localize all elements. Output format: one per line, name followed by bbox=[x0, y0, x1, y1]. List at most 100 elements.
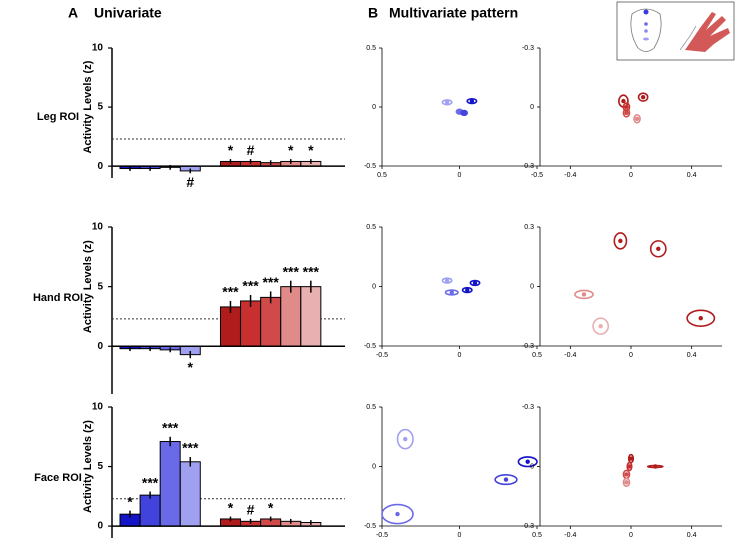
significance-label: *** bbox=[142, 474, 159, 490]
roi-label: Face ROI bbox=[34, 472, 82, 484]
significance-label: *** bbox=[222, 284, 239, 300]
x-tick-label: 0 bbox=[629, 172, 633, 179]
point bbox=[628, 456, 634, 461]
point bbox=[624, 472, 629, 477]
spread-ellipse bbox=[626, 461, 633, 472]
point bbox=[461, 110, 467, 116]
significance-label: *** bbox=[262, 274, 279, 290]
significance-label: # bbox=[186, 174, 194, 190]
panel-title: Univariate bbox=[94, 5, 162, 21]
y-tick-label: -0.5 bbox=[364, 343, 376, 350]
bar bbox=[179, 461, 201, 527]
significance-label: # bbox=[247, 502, 255, 518]
point bbox=[503, 477, 509, 482]
y-tick-label: 0 bbox=[530, 283, 534, 290]
y-tick-label: 0.3 bbox=[524, 163, 534, 170]
y-tick-label: 0 bbox=[97, 341, 103, 352]
point bbox=[525, 459, 530, 464]
significance-label: *** bbox=[242, 278, 259, 294]
bar bbox=[240, 300, 262, 347]
y-tick-label: -0.5 bbox=[364, 523, 376, 530]
y-tick-label: 0.3 bbox=[524, 224, 534, 231]
x-tick-label: 0 bbox=[458, 532, 462, 539]
panel-letter: B bbox=[368, 5, 378, 21]
point bbox=[444, 100, 450, 105]
inset-icon bbox=[616, 1, 735, 61]
spread-ellipse bbox=[494, 474, 518, 486]
bar bbox=[280, 286, 302, 347]
y-axis-label: Activity Levels (z) bbox=[82, 240, 94, 333]
y-tick-label: 0 bbox=[97, 521, 103, 532]
point bbox=[403, 436, 408, 442]
point bbox=[624, 480, 629, 485]
y-axis-label: Activity Levels (z) bbox=[82, 420, 94, 513]
panel-letter: A bbox=[68, 5, 78, 21]
spread-ellipse bbox=[649, 240, 667, 258]
spread-ellipse bbox=[592, 317, 610, 335]
x-tick-label: 0.4 bbox=[687, 352, 697, 359]
y-tick-label: 0 bbox=[372, 463, 376, 470]
x-tick-label: 0 bbox=[629, 352, 633, 359]
point bbox=[624, 110, 629, 116]
x-tick-label: 0.5 bbox=[532, 532, 542, 539]
y-tick-label: 0 bbox=[97, 161, 103, 172]
significance-label: *** bbox=[182, 440, 199, 456]
point bbox=[627, 464, 632, 469]
x-tick-label: 0.4 bbox=[687, 532, 697, 539]
x-tick-label: -0.5 bbox=[531, 172, 543, 179]
point bbox=[653, 464, 658, 469]
y-tick-label: 10 bbox=[92, 222, 104, 233]
point bbox=[598, 323, 603, 329]
spread-ellipse bbox=[633, 114, 641, 124]
point bbox=[621, 98, 626, 104]
spread-ellipse bbox=[441, 277, 453, 284]
y-tick-label: 5 bbox=[97, 102, 103, 113]
point bbox=[656, 246, 661, 252]
x-tick-label: 0 bbox=[458, 172, 462, 179]
significance-label: * bbox=[288, 142, 294, 158]
y-tick-label: -0.3 bbox=[522, 404, 534, 411]
significance-label: # bbox=[247, 142, 255, 158]
spread-ellipse bbox=[622, 108, 631, 118]
spread-ellipse bbox=[517, 456, 538, 468]
spread-ellipse bbox=[466, 97, 478, 105]
significance-label: *** bbox=[303, 263, 320, 279]
y-tick-label: 5 bbox=[97, 281, 103, 292]
roi-label: Leg ROI bbox=[37, 111, 79, 123]
point bbox=[469, 98, 475, 104]
significance-label: * bbox=[228, 499, 234, 515]
significance-label: * bbox=[127, 493, 133, 509]
y-axis-label: Activity Levels (z) bbox=[82, 60, 94, 153]
significance-label: *** bbox=[162, 419, 179, 435]
x-tick-label: -0.4 bbox=[564, 172, 576, 179]
spread-ellipse bbox=[637, 92, 649, 102]
point bbox=[581, 292, 587, 297]
point bbox=[698, 316, 703, 321]
y-tick-label: 0 bbox=[372, 104, 376, 111]
spread-ellipse bbox=[574, 289, 594, 300]
y-tick-label: 0.5 bbox=[366, 45, 376, 52]
x-tick-label: -0.5 bbox=[376, 532, 388, 539]
y-tick-label: 0.5 bbox=[366, 224, 376, 231]
y-tick-label: 0.5 bbox=[366, 404, 376, 411]
point bbox=[395, 511, 400, 517]
significance-label: *** bbox=[283, 263, 300, 279]
x-tick-label: -0.4 bbox=[564, 532, 576, 539]
bar bbox=[159, 441, 181, 527]
x-tick-label: -0.5 bbox=[376, 352, 388, 359]
point bbox=[449, 290, 454, 295]
y-tick-label: -0.5 bbox=[364, 163, 376, 170]
significance-label: * bbox=[268, 499, 274, 515]
bar bbox=[300, 286, 322, 347]
significance-label: * bbox=[228, 142, 234, 158]
x-tick-label: -0.4 bbox=[564, 352, 576, 359]
spread-ellipse bbox=[622, 477, 631, 488]
spread-ellipse bbox=[460, 109, 469, 117]
spread-ellipse bbox=[381, 503, 414, 525]
spread-ellipse bbox=[441, 99, 453, 106]
y-tick-label: 10 bbox=[92, 43, 104, 54]
panel-title: Multivariate pattern bbox=[389, 5, 518, 21]
x-tick-label: 0 bbox=[458, 352, 462, 359]
y-tick-label: 5 bbox=[97, 461, 103, 472]
significance-label: * bbox=[188, 359, 194, 375]
